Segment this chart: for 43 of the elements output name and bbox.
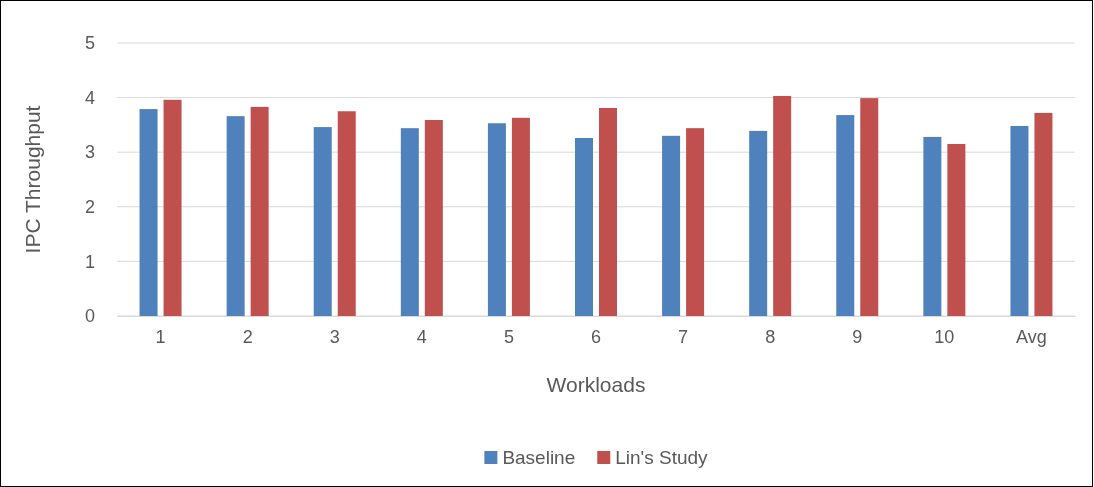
- bar: [511, 117, 530, 316]
- y-tick-label: 5: [84, 33, 95, 54]
- x-tick-label: 7: [678, 326, 689, 347]
- x-tick-label: 1: [155, 326, 166, 347]
- bar: [313, 127, 332, 316]
- bar: [749, 130, 768, 316]
- x-tick-label: 8: [765, 326, 776, 347]
- x-tick-label: 4: [416, 326, 427, 347]
- bar: [400, 128, 419, 316]
- bar: [599, 107, 617, 316]
- bar: [923, 136, 942, 316]
- bar: [575, 138, 593, 316]
- y-axis-title: IPC Throughput: [21, 105, 44, 254]
- bar: [1034, 112, 1053, 316]
- bar: [773, 95, 792, 316]
- x-tick-label: 3: [329, 326, 340, 347]
- legend-label: Baseline: [502, 447, 576, 468]
- bar: [686, 128, 705, 316]
- y-tick-label: 3: [84, 142, 95, 163]
- y-tick-label: 2: [84, 197, 95, 218]
- bar: [139, 109, 158, 316]
- x-tick-label: Avg: [1016, 326, 1047, 347]
- bar: [947, 144, 966, 316]
- bar: [860, 98, 879, 316]
- legend-label: Lin's Study: [615, 447, 709, 468]
- y-tick-label: 1: [84, 251, 95, 272]
- y-tick-label: 0: [84, 306, 95, 327]
- bar: [836, 115, 855, 316]
- bar: [487, 123, 506, 316]
- bar: [662, 135, 681, 316]
- y-tick-label: 4: [84, 87, 95, 108]
- x-tick-label: 6: [590, 326, 602, 347]
- x-axis-title: Workloads: [546, 373, 646, 396]
- x-tick-label: 10: [934, 326, 955, 347]
- bar: [226, 116, 245, 316]
- bar: [424, 119, 443, 316]
- x-tick-label: 9: [852, 326, 863, 347]
- x-tick-label: 2: [242, 326, 253, 347]
- bar: [163, 99, 182, 316]
- bar: [1010, 125, 1029, 316]
- bar: [337, 111, 356, 316]
- bar: [250, 106, 269, 316]
- x-tick-label: 5: [503, 326, 514, 347]
